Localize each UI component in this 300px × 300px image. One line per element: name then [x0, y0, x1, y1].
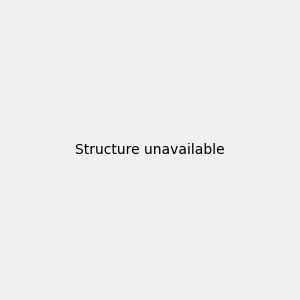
Text: Structure unavailable: Structure unavailable	[75, 143, 225, 157]
